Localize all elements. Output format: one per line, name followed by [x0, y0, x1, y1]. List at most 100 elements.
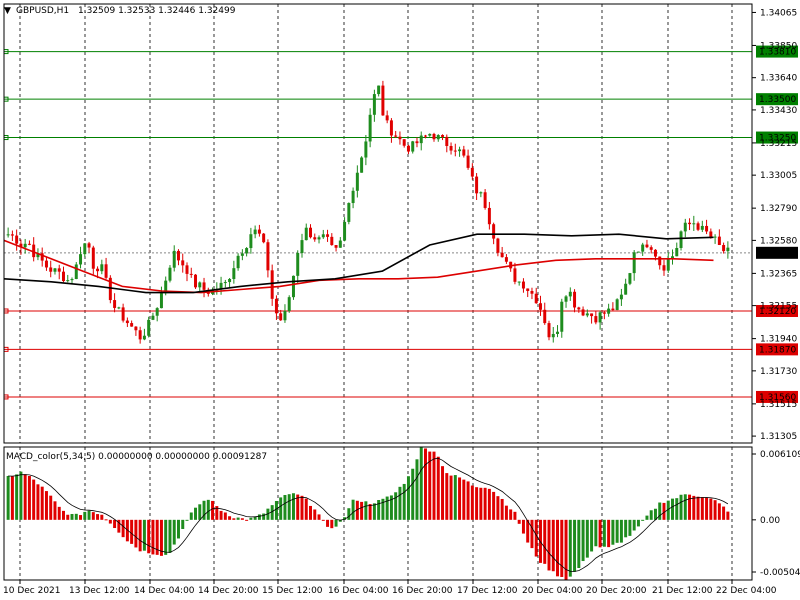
candle-body [590, 313, 594, 317]
y-tick-label: 1.32155 [760, 302, 797, 312]
macd-bar [453, 475, 457, 520]
candle-body [611, 308, 615, 311]
candle-body [402, 139, 406, 146]
macd-bar [653, 508, 657, 520]
candle-body [70, 278, 74, 281]
macd-bar [398, 486, 402, 520]
macd-bar [615, 519, 619, 543]
price-axis: 1.34065 1.33850 1.33640 1.33430 1.33215 1.330… [752, 8, 797, 442]
macd-bar [466, 481, 470, 520]
candle-body [326, 234, 330, 237]
candle-body [283, 311, 287, 321]
macd-bar [206, 499, 210, 520]
chart-frame [3, 3, 753, 581]
candle-body [551, 333, 555, 338]
macd-bar [385, 496, 389, 520]
macd-bar [355, 500, 359, 520]
candle-body [577, 307, 581, 310]
candle-body [287, 297, 291, 312]
macd-bar [79, 515, 83, 520]
candle-body [19, 243, 23, 248]
candle-body [372, 94, 376, 115]
macd-bar [636, 519, 640, 527]
candle-body [351, 190, 355, 204]
candle-body [671, 256, 674, 260]
macd-bar [577, 519, 581, 569]
candle-body [130, 323, 134, 327]
macd-bar [96, 514, 100, 520]
macd-bar [602, 519, 606, 547]
candle-body [692, 223, 696, 225]
candle-body [134, 326, 138, 331]
macd-bar [219, 510, 223, 520]
candle-body [279, 313, 283, 321]
macd-bar [560, 519, 564, 577]
macd-bar [649, 510, 653, 520]
candle-body [79, 254, 83, 265]
macd-bar [309, 505, 312, 520]
candle-body [381, 85, 385, 116]
candle-body [683, 222, 687, 232]
macd-bar [283, 495, 287, 520]
candle-body [573, 291, 577, 308]
candle-body [347, 203, 351, 222]
macd-bar [564, 519, 568, 580]
candle-body [270, 270, 274, 299]
x-tick-label: 14 Dec 04:00 [134, 586, 195, 596]
macd-bar [164, 519, 168, 555]
candle-body [675, 247, 679, 257]
candle-body [66, 280, 70, 282]
macd-bar [49, 495, 53, 520]
macd-bar [10, 476, 14, 520]
candle-body [722, 245, 726, 252]
macd-histogram [6, 447, 730, 580]
macd-bar [321, 519, 325, 521]
macd-bar [296, 494, 300, 520]
macd-bar [534, 519, 538, 557]
macd-bar [487, 488, 491, 520]
macd-bar [117, 519, 121, 533]
candle-body [441, 135, 445, 137]
collapse-arrow-icon[interactable]: ▼ [4, 6, 11, 16]
macd-bar [19, 471, 23, 520]
macd-bar [74, 513, 78, 520]
candle-body [6, 234, 10, 236]
macd-bar [287, 494, 291, 520]
candle-body [219, 282, 223, 290]
macd-bar [185, 519, 189, 521]
macd-bar [194, 507, 198, 520]
candle-body [338, 240, 342, 248]
macd-bar [223, 512, 227, 520]
x-tick-label: 14 Dec 20:00 [198, 586, 259, 596]
macd-bar [551, 519, 555, 572]
macd-bar [253, 516, 257, 520]
macd-bar [411, 468, 415, 520]
y-tick-label: 1.33850 [760, 41, 797, 51]
level-tag-label: 1.31870 [759, 345, 796, 355]
macd-bar [351, 499, 355, 520]
macd-bar [713, 500, 717, 520]
candle-body [394, 135, 398, 137]
candle-body [87, 243, 91, 248]
macd-bar [202, 500, 206, 520]
macd-bar [581, 519, 585, 562]
candle-body [142, 335, 146, 340]
support-resistance-levels: 1.33810 1.33500 1.33250 1.32120 1.31870 1.315… [3, 45, 798, 403]
macd-bar [394, 492, 398, 520]
candle-body [607, 308, 611, 314]
macd-bar [705, 497, 709, 520]
candle-body [487, 207, 491, 225]
macd-bar [330, 519, 334, 529]
candle-body [138, 330, 142, 340]
x-tick-label: 20 Dec 04:00 [522, 586, 583, 596]
macd-bar [6, 475, 10, 520]
candle-body [181, 260, 185, 266]
symbol-timeframe: GBPUSD,H1 [16, 6, 69, 16]
macd-bar [458, 477, 462, 520]
candle-body [189, 273, 193, 275]
macd-bar [594, 519, 598, 547]
macd-bar [449, 475, 453, 520]
candle-body [15, 235, 19, 244]
macd-bar [134, 519, 138, 548]
